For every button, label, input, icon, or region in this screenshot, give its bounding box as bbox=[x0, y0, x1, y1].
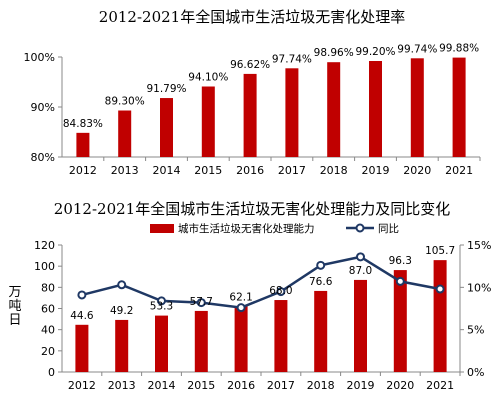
chart1-bar bbox=[410, 58, 424, 157]
chart2-bar bbox=[274, 300, 288, 372]
chart2-legend-line-label: 同比 bbox=[378, 222, 399, 235]
chart1-data-label: 91.79% bbox=[146, 83, 186, 95]
chart2-yoy-point bbox=[435, 284, 445, 294]
chart1-y-tick-label: 90% bbox=[31, 101, 55, 114]
chart1-data-label: 98.96% bbox=[314, 47, 354, 59]
chart1-y-tick-label: 100% bbox=[24, 51, 55, 64]
chart2-x-tick-label: 2016 bbox=[227, 379, 255, 392]
chart2-data-label: 105.7 bbox=[425, 245, 455, 257]
chart1-title: 2012-2021年全国城市生活垃圾无害化处理率 bbox=[98, 8, 406, 26]
chart1-bar bbox=[201, 86, 215, 157]
chart2-x-tick-label: 2021 bbox=[426, 379, 454, 392]
chart2-data-label: 76.6 bbox=[309, 276, 333, 288]
chart1-data-label: 89.30% bbox=[105, 96, 145, 108]
chart2-x-tick-label: 2020 bbox=[386, 379, 414, 392]
chart1-x-tick-label: 2016 bbox=[236, 164, 264, 177]
chart2-bar bbox=[393, 270, 407, 372]
chart2-data-label: 68.0 bbox=[269, 285, 292, 297]
chart1-x-tick-label: 2017 bbox=[278, 164, 306, 177]
chart1-x-tick-label: 2018 bbox=[320, 164, 348, 177]
chart1-data-label: 94.10% bbox=[188, 72, 228, 84]
chart1-data-label: 99.88% bbox=[439, 43, 479, 55]
chart2-left-tick-label: 0 bbox=[48, 366, 55, 379]
chart2-data-label: 44.6 bbox=[70, 310, 94, 322]
chart2-left-tick-label: 40 bbox=[41, 324, 55, 337]
chart2-bar bbox=[75, 324, 89, 372]
chart1-bar bbox=[118, 110, 132, 157]
chart1-data-label: 96.62% bbox=[230, 59, 270, 71]
chart2-right-tick-label: 0% bbox=[467, 366, 484, 379]
chart2-x-tick-label: 2019 bbox=[347, 379, 375, 392]
chart2-right-tick-label: 15% bbox=[467, 239, 491, 252]
chart2-data-label: 49.2 bbox=[110, 305, 133, 317]
chart1-data-label: 99.74% bbox=[397, 43, 437, 55]
chart1-x-tick-label: 2021 bbox=[445, 164, 473, 177]
chart2-yoy-point bbox=[316, 260, 326, 270]
chart2-bar bbox=[194, 310, 208, 372]
chart2-left-tick-label: 120 bbox=[34, 239, 55, 252]
chart2-x-tick-label: 2017 bbox=[267, 379, 295, 392]
chart2-bar bbox=[115, 319, 129, 372]
chart1-x-tick-label: 2015 bbox=[194, 164, 222, 177]
chart1-bar bbox=[327, 62, 341, 158]
chart2-legend-bar-label: 城市生活垃圾无害化处理能力 bbox=[178, 222, 315, 235]
chart1-bar bbox=[452, 57, 466, 157]
chart2-bar bbox=[155, 315, 168, 372]
chart2-x-tick-label: 2013 bbox=[108, 379, 136, 392]
chart2-left-tick-label: 20 bbox=[41, 345, 55, 358]
chart2-x-tick-label: 2015 bbox=[187, 379, 215, 392]
chart2-bar bbox=[433, 260, 447, 372]
chart1-svg: 80% 90% 100% 84.83% 2012 89.30% 2013 91.79% 2014… bbox=[24, 43, 481, 177]
chart2-title: 2012-2021年全国城市生活垃圾无害化处理能力及同比变化 bbox=[53, 200, 451, 218]
chart1-data-label: 99.20% bbox=[355, 46, 395, 58]
chart2-left-tick-label: 100 bbox=[34, 260, 55, 273]
chart1-x-tick-label: 2019 bbox=[362, 164, 390, 177]
chart2-data-label: 87.0 bbox=[349, 265, 372, 277]
chart2-legend-bar-swatch bbox=[150, 224, 174, 233]
chart2-yoy-point bbox=[276, 287, 286, 297]
chart2-bar bbox=[354, 279, 367, 372]
chart2-bar bbox=[314, 290, 328, 372]
chart1-x-tick-label: 2012 bbox=[69, 164, 97, 177]
chart1-x-tick-label: 2020 bbox=[403, 164, 431, 177]
chart2-x-tick-label: 2018 bbox=[307, 379, 335, 392]
chart2-yoy-point bbox=[77, 290, 87, 300]
chart2-yoy-line bbox=[81, 255, 441, 309]
chart2-right-tick-label: 10% bbox=[467, 281, 491, 294]
chart2-bar bbox=[234, 306, 248, 372]
chart2-legend-line-marker bbox=[355, 223, 365, 233]
chart2-yoy-point bbox=[157, 296, 166, 306]
chart1-data-label: 84.83% bbox=[63, 118, 103, 130]
chart2-y-axis-label: 万吨日 bbox=[8, 285, 22, 328]
chart1-bar bbox=[369, 61, 382, 157]
chart2-x-tick-label: 2014 bbox=[148, 379, 176, 392]
chart2-x-tick-label: 2012 bbox=[68, 379, 96, 392]
chart2-yoy-point bbox=[236, 303, 246, 313]
chart1-x-tick-label: 2013 bbox=[111, 164, 139, 177]
chart2-yoy-point bbox=[196, 298, 206, 308]
chart1-bar bbox=[243, 73, 257, 157]
chart1-y-tick-label: 80% bbox=[31, 151, 55, 164]
chart2-yoy-point bbox=[117, 280, 127, 290]
chart2-data-label: 96.3 bbox=[389, 255, 412, 267]
chart1-x-tick-label: 2014 bbox=[153, 164, 181, 177]
chart2-data-label: 57.7 bbox=[190, 296, 213, 308]
chart2-yoy-point bbox=[395, 276, 405, 286]
chart2-left-tick-label: 60 bbox=[41, 303, 55, 316]
chart1-bar bbox=[285, 68, 299, 157]
chart2-data-label: 53.3 bbox=[150, 301, 173, 313]
chart1-data-label: 97.74% bbox=[272, 53, 312, 65]
chart2-left-tick-label: 80 bbox=[41, 281, 55, 294]
chart1-bar bbox=[160, 98, 173, 157]
chart2-data-label: 62.1 bbox=[229, 291, 252, 303]
chart2-yoy-point bbox=[356, 252, 365, 262]
chart2-right-tick-label: 5% bbox=[467, 324, 484, 337]
chart1-bar bbox=[76, 132, 90, 157]
